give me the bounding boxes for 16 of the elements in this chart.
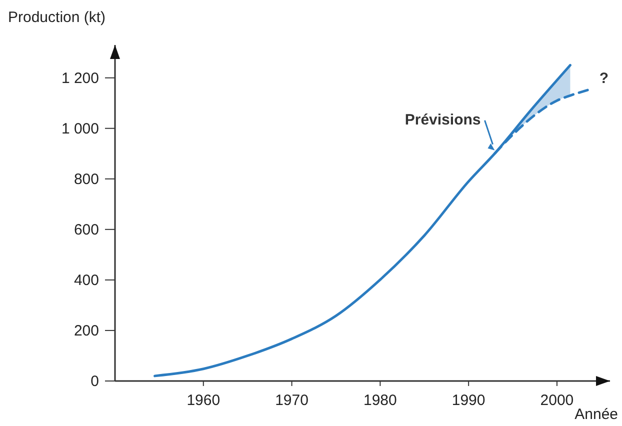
x-tick-label: 1960: [186, 392, 220, 409]
x-tick-label: 1990: [452, 392, 486, 409]
y-tick-label: 1 000: [61, 120, 99, 138]
y-tick-label: 0: [90, 373, 99, 390]
y-tick-label: 200: [74, 322, 99, 340]
annotation: Prévisions: [404, 111, 481, 128]
y-tick-label: 400: [74, 272, 99, 289]
y-tick-label: 800: [74, 170, 99, 188]
x-tick-label: 2000: [540, 392, 574, 409]
x-tick-label: 1970: [275, 392, 308, 409]
y-tick-label: 600: [74, 221, 99, 238]
x-axis-title: Année: [574, 406, 618, 423]
annotation: ?: [599, 70, 609, 87]
y-tick-label: 1 200: [61, 70, 99, 87]
y-axis-title: Production (kt): [8, 9, 106, 26]
x-tick-label: 1980: [363, 392, 397, 409]
